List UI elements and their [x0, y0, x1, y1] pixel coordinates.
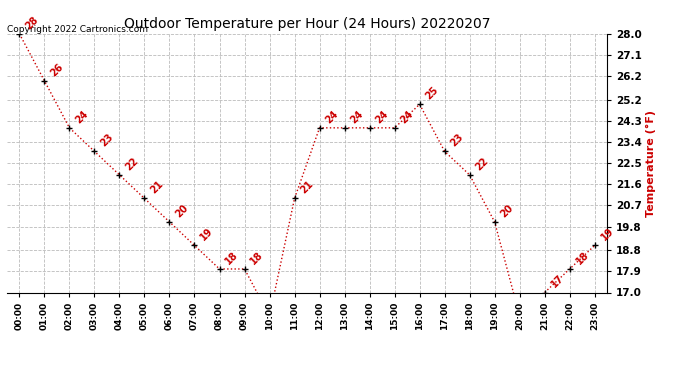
- Text: 18: 18: [224, 249, 240, 266]
- Text: 24: 24: [324, 108, 340, 125]
- Text: 26: 26: [48, 62, 65, 78]
- Text: 24: 24: [348, 108, 365, 125]
- Text: 18: 18: [248, 249, 266, 266]
- Text: 16: 16: [0, 374, 1, 375]
- Text: 24: 24: [374, 108, 391, 125]
- Text: 20: 20: [174, 202, 190, 219]
- Text: 28: 28: [23, 14, 40, 31]
- Title: Outdoor Temperature per Hour (24 Hours) 20220207: Outdoor Temperature per Hour (24 Hours) …: [124, 17, 491, 31]
- Text: 22: 22: [474, 156, 491, 172]
- Text: 16: 16: [0, 374, 1, 375]
- Text: 24: 24: [74, 108, 90, 125]
- Text: 17: 17: [549, 273, 565, 290]
- Text: 23: 23: [99, 132, 115, 148]
- Text: 19: 19: [199, 226, 215, 243]
- Text: 19: 19: [599, 226, 615, 243]
- Text: 25: 25: [424, 85, 440, 102]
- Text: 23: 23: [448, 132, 465, 148]
- Text: 24: 24: [399, 108, 415, 125]
- Text: 21: 21: [148, 179, 165, 196]
- Text: 20: 20: [499, 202, 515, 219]
- Text: Copyright 2022 Cartronics.com: Copyright 2022 Cartronics.com: [7, 25, 148, 34]
- Text: 21: 21: [299, 179, 315, 196]
- Y-axis label: Temperature (°F): Temperature (°F): [647, 110, 656, 217]
- Text: 22: 22: [124, 156, 140, 172]
- Text: 18: 18: [574, 249, 591, 266]
